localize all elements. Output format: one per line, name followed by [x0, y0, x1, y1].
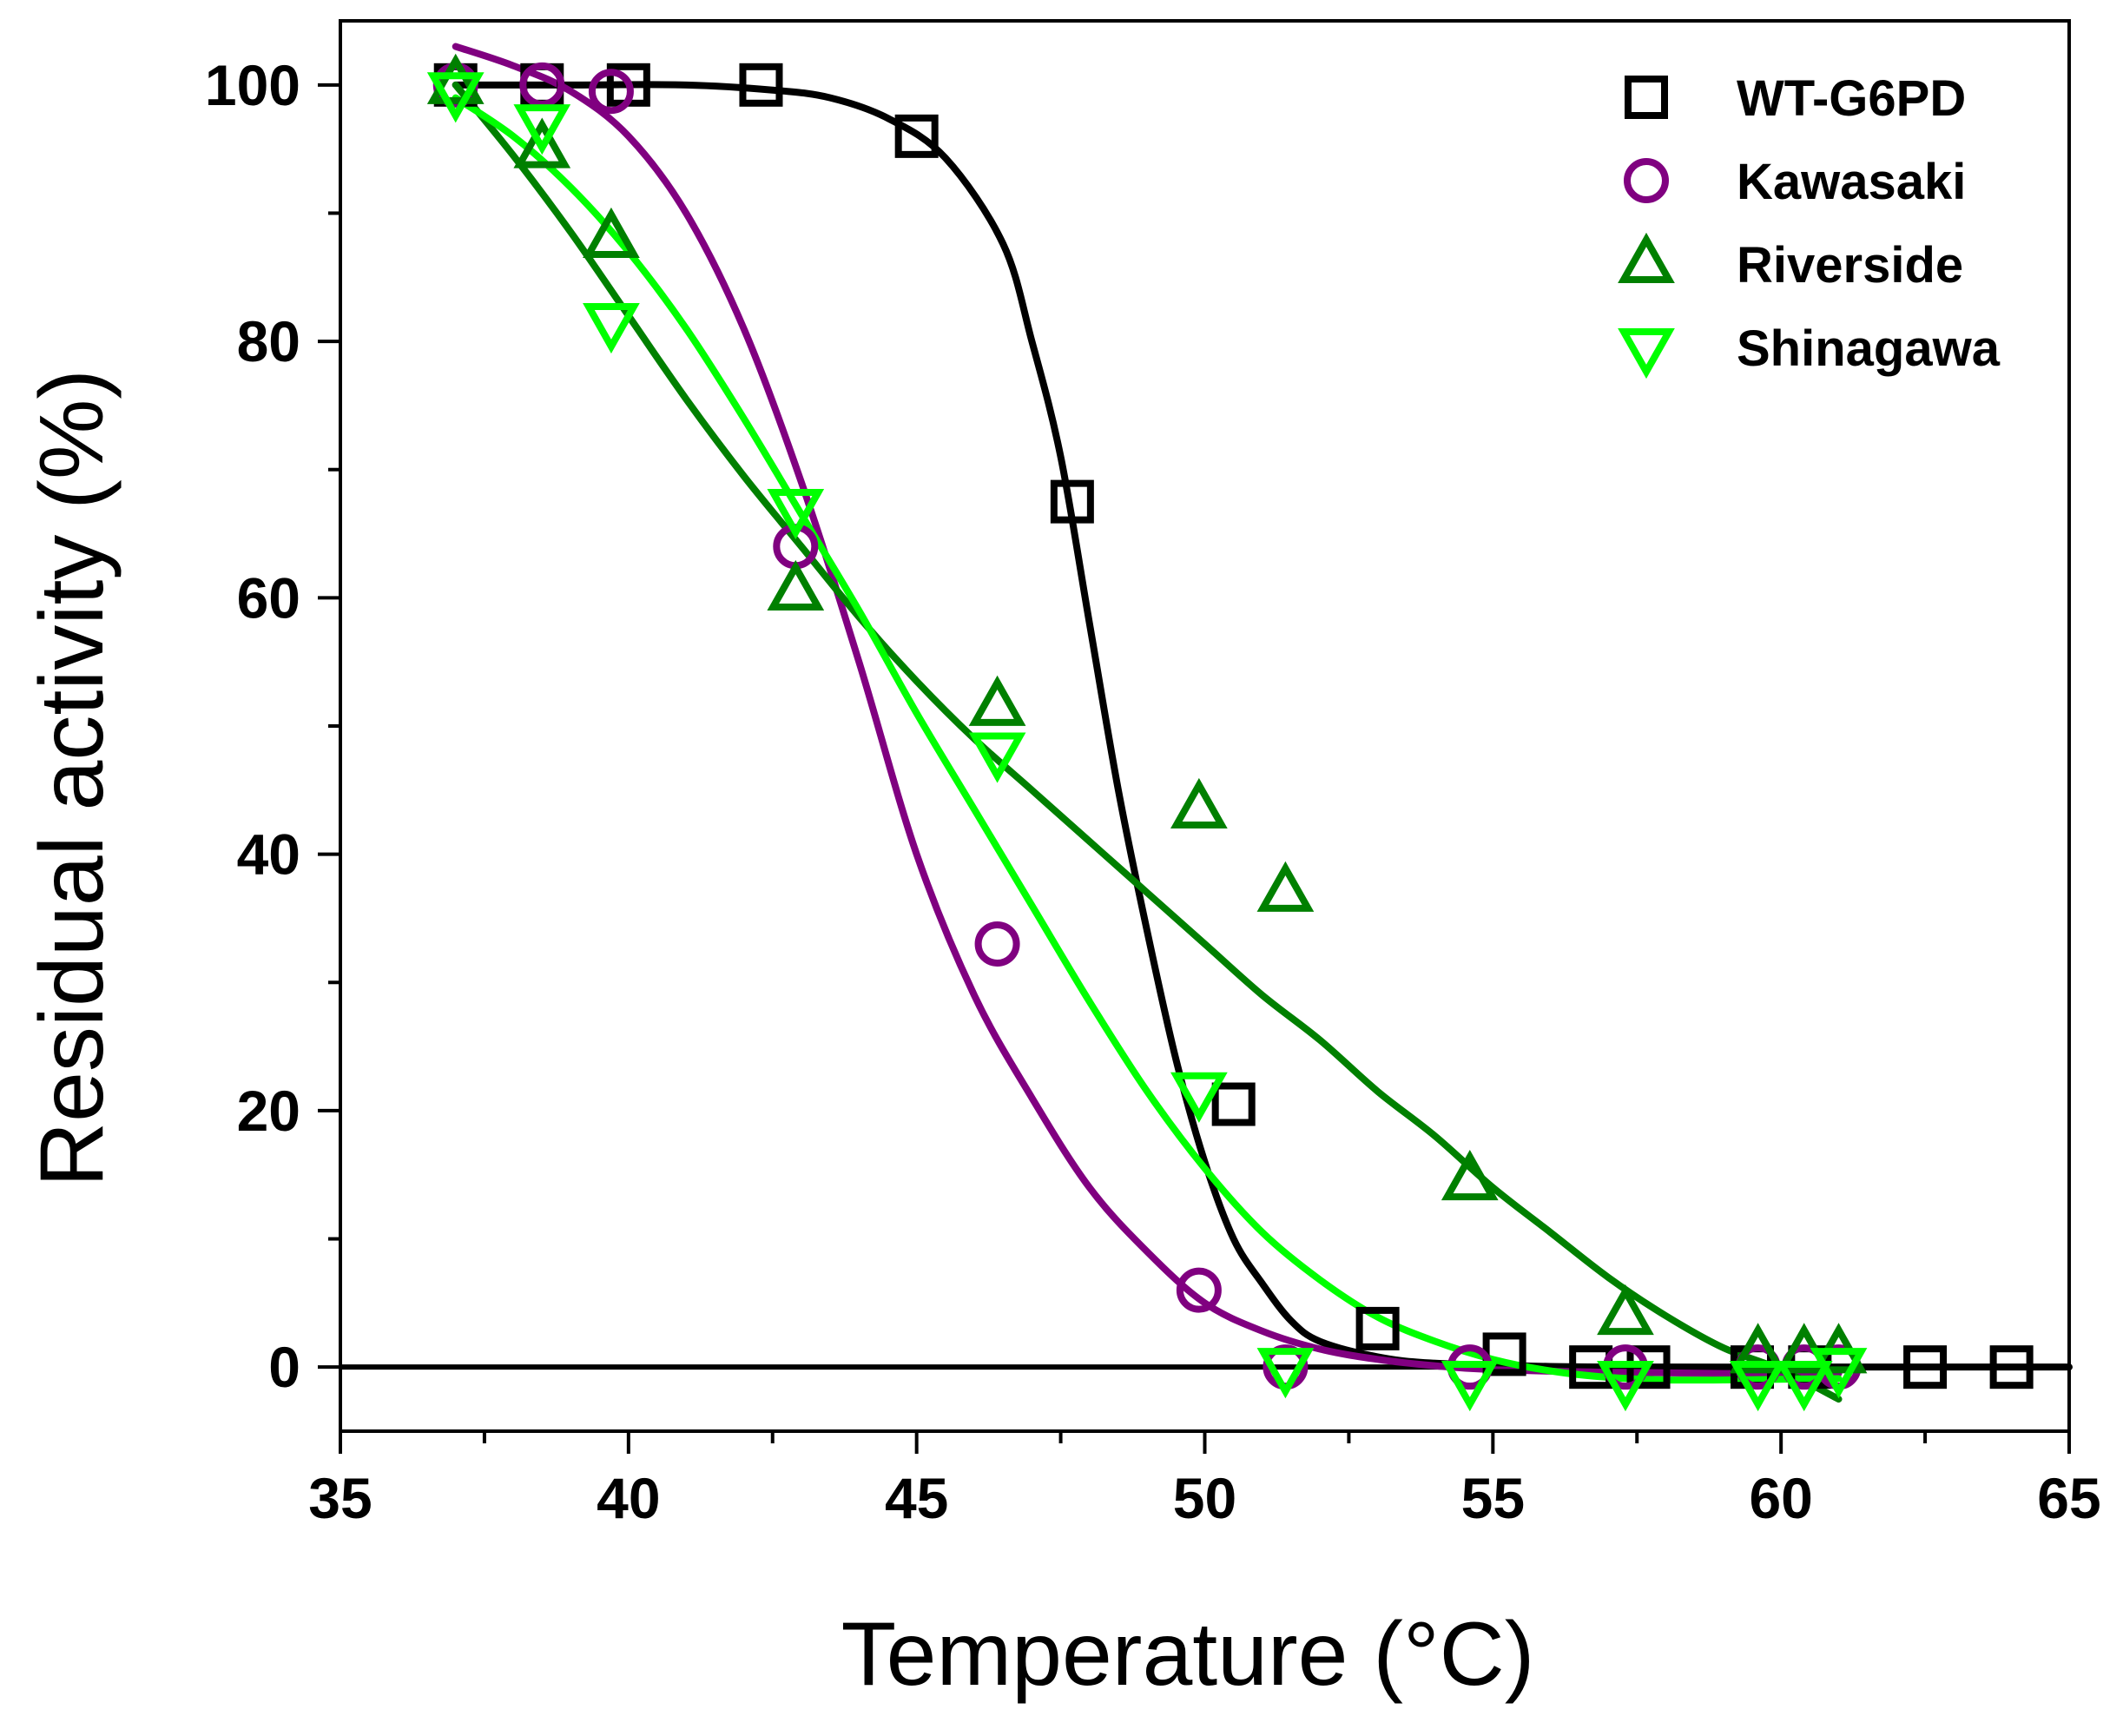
- data-point-wt-g6pd: [894, 114, 939, 158]
- x-axis-title: Temperature (°C): [841, 1604, 1535, 1705]
- x-tick-label: 40: [597, 1466, 660, 1530]
- legend: WT-G6PD Kawasaki Riverside Shinagawa: [1618, 70, 2001, 380]
- data-point-shinagawa: [968, 732, 1026, 783]
- fit-curve-wt-g6pd: [452, 81, 2073, 1371]
- data-point-riverside: [767, 559, 825, 611]
- data-point-riverside: [583, 207, 640, 258]
- data-point-riverside: [1597, 1284, 1654, 1336]
- data-point-riverside: [1170, 777, 1228, 828]
- axes: 35 40 45 50 55 60 65 0 20 40 60 80 100: [205, 53, 2101, 1530]
- data-point-kawasaki: [974, 921, 1020, 967]
- data-point-kawasaki: [588, 69, 634, 115]
- data-point-shinagawa: [1729, 1360, 1787, 1412]
- data-point-wt-g6pd: [1211, 1082, 1256, 1126]
- data-point-wt-g6pd: [1989, 1345, 2034, 1389]
- data-point-shinagawa: [1810, 1348, 1868, 1399]
- data-markers: [426, 53, 2034, 1412]
- x-tick-label: 50: [1173, 1466, 1236, 1530]
- data-point-shinagawa: [767, 489, 825, 540]
- data-point-riverside: [1729, 1323, 1787, 1374]
- legend-label-wt-g6pd: WT-G6PD: [1737, 70, 1966, 127]
- y-tick-label: 60: [237, 565, 300, 630]
- y-tick-label: 0: [268, 1335, 300, 1399]
- legend-label-shinagawa: Shinagawa: [1737, 320, 2001, 377]
- legend-label-riverside: Riverside: [1737, 237, 1963, 294]
- fit-curves: [452, 43, 2073, 1403]
- fit-curve-shinagawa: [452, 94, 1843, 1384]
- data-point-shinagawa: [1441, 1360, 1499, 1412]
- data-point-shinagawa: [583, 302, 640, 354]
- fit-curve-riverside: [452, 81, 1843, 1403]
- data-point-shinagawa: [1170, 1072, 1228, 1123]
- x-tick-label: 35: [308, 1466, 372, 1530]
- data-point-riverside: [513, 117, 571, 168]
- data-point-shinagawa: [1775, 1360, 1833, 1412]
- legend-marker-wt-g6pd: [1625, 76, 1668, 119]
- data-point-shinagawa: [1256, 1348, 1315, 1399]
- x-tick-label: 45: [885, 1466, 948, 1530]
- legend-label-kawasaki: Kawasaki: [1737, 154, 1966, 210]
- data-point-shinagawa: [513, 104, 571, 155]
- data-point-shinagawa: [426, 72, 485, 123]
- legend-marker-kawasaki: [1624, 158, 1669, 203]
- y-axis-title: Residual activity (%): [22, 369, 122, 1187]
- legend-marker-riverside: [1618, 232, 1675, 283]
- x-tick-label: 60: [1749, 1466, 1812, 1530]
- data-point-riverside: [968, 675, 1026, 726]
- data-point-wt-g6pd: [739, 63, 783, 107]
- data-point-kawasaki: [519, 62, 565, 108]
- y-tick-label: 80: [237, 309, 300, 373]
- legend-marker-shinagawa: [1618, 328, 1675, 380]
- x-tick-label: 55: [1461, 1466, 1525, 1530]
- data-point-shinagawa: [1597, 1360, 1654, 1412]
- data-point-riverside: [426, 53, 485, 104]
- data-point-riverside: [1256, 861, 1315, 912]
- y-tick-label: 100: [205, 53, 300, 117]
- fit-curve-kawasaki: [452, 43, 1843, 1377]
- x-tick-label: 65: [2037, 1466, 2100, 1530]
- y-tick-label: 20: [237, 1079, 300, 1143]
- data-point-wt-g6pd: [1903, 1345, 1948, 1389]
- y-tick-label: 40: [237, 822, 300, 887]
- data-point-kawasaki: [1176, 1267, 1222, 1313]
- data-point-wt-g6pd: [1355, 1306, 1400, 1350]
- data-point-riverside: [1441, 1149, 1499, 1201]
- data-point-wt-g6pd: [1050, 479, 1094, 524]
